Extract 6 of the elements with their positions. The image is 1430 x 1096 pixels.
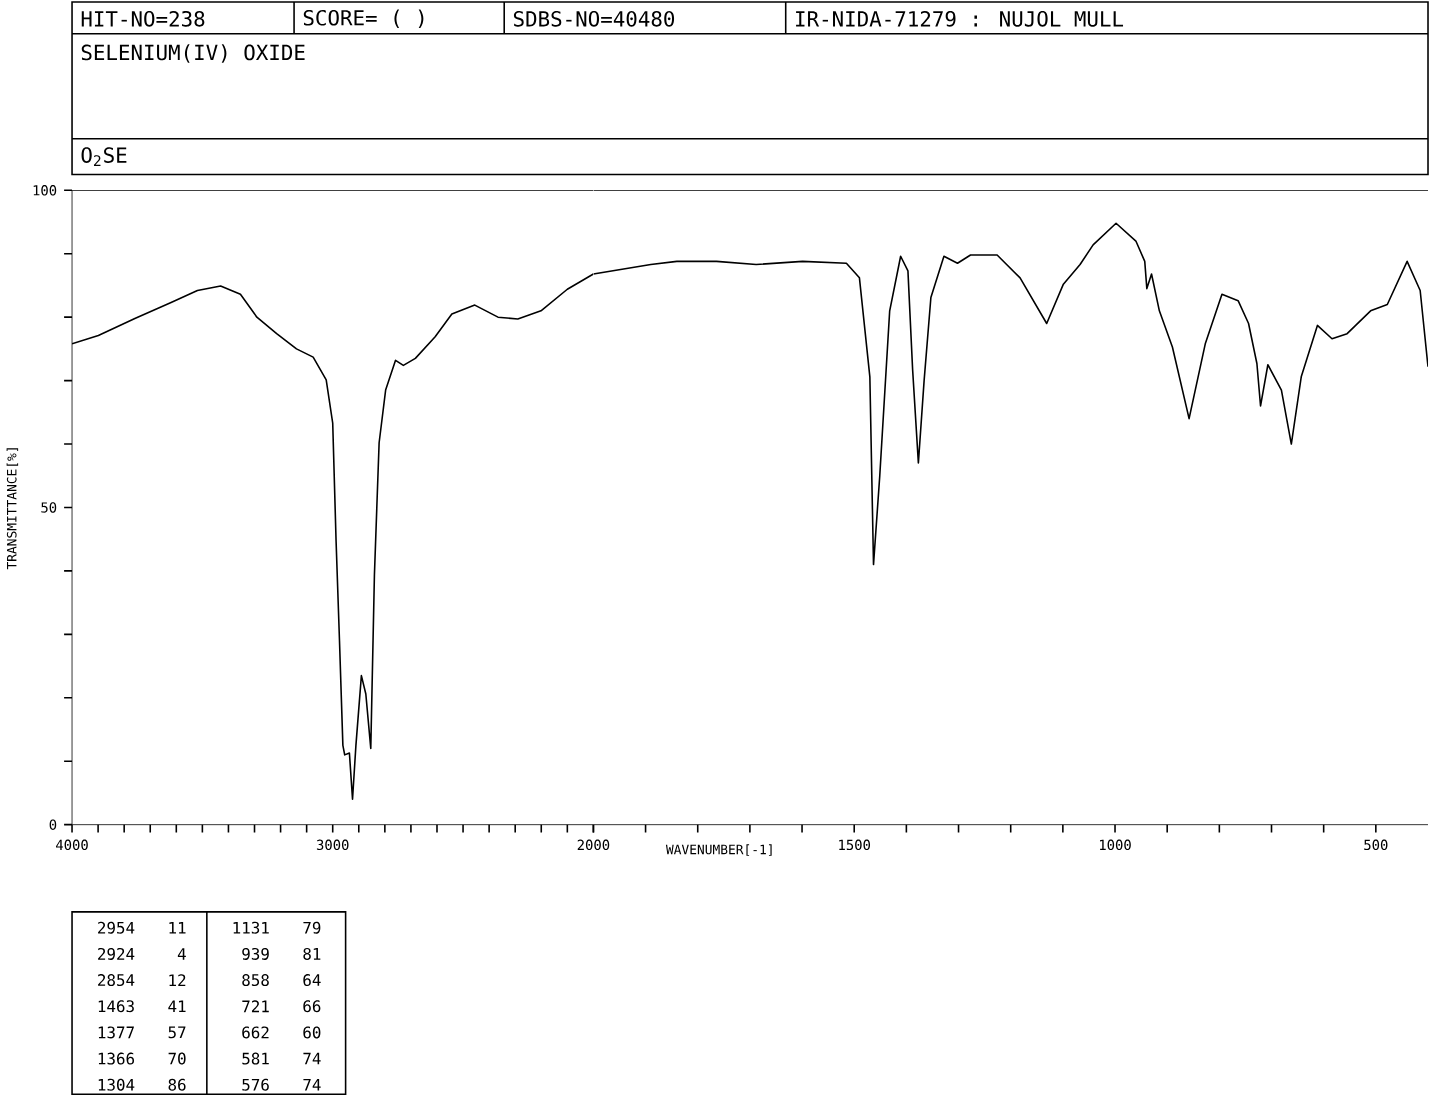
text: HIT-NO=238 bbox=[81, 10, 205, 27]
text: SCORE= ( ) bbox=[303, 9, 424, 28]
chart-subtitle: O$_{2}$SE bbox=[81, 147, 127, 166]
chart-title: SELENIUM(IV) OXIDE bbox=[81, 44, 305, 63]
text: SDBS-NO=40480 bbox=[513, 10, 675, 27]
text: IR-NIDA-71279 : NUJOL MULL bbox=[796, 10, 1124, 27]
